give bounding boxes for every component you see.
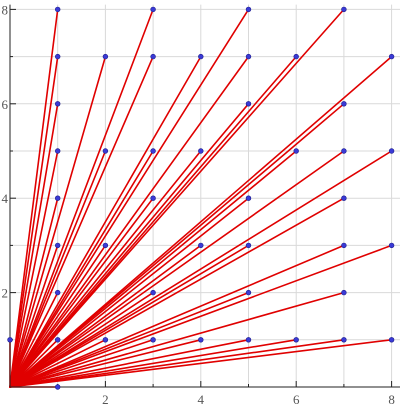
data-point-35 — [341, 289, 347, 296]
ray-line-9 — [9, 8, 59, 388]
data-point-23 — [198, 53, 204, 60]
ray-line-15 — [9, 291, 154, 388]
data-point-9 — [54, 6, 61, 13]
ray-line-16 — [9, 197, 154, 388]
ray-line-27 — [9, 197, 250, 388]
data-point-40 — [341, 6, 347, 13]
data-point-36 — [341, 242, 347, 249]
axes — [9, 4, 400, 388]
ray-line-3 — [9, 291, 59, 388]
ray-line-38 — [9, 150, 345, 388]
ray-line-8 — [9, 55, 59, 388]
data-point-12 — [102, 148, 109, 154]
y-tick-label-6: 6 — [2, 97, 9, 112]
data-point-29 — [245, 53, 252, 60]
data-point-34 — [341, 337, 347, 343]
data-point-39 — [341, 101, 347, 107]
ray-line-18 — [9, 55, 154, 388]
ray-lines — [9, 8, 393, 388]
data-point-37 — [341, 195, 347, 201]
ray-line-10 — [9, 338, 107, 388]
data-point-26 — [245, 242, 252, 249]
ray-line-32 — [9, 150, 298, 388]
data-point-8 — [54, 53, 61, 60]
ray-line-40 — [9, 8, 345, 388]
data-point-33 — [293, 53, 299, 60]
data-point-11 — [102, 242, 109, 249]
ray-line-30 — [9, 8, 250, 388]
tick-labels: 2 4 6 8 2 4 6 8 — [2, 2, 395, 407]
ray-line-35 — [9, 291, 345, 388]
ray-line-41 — [9, 338, 393, 388]
x-tick-label-6: 6 — [293, 392, 300, 407]
ray-line-21 — [9, 244, 202, 388]
data-point-0 — [7, 337, 13, 343]
data-point-20 — [198, 337, 204, 343]
ray-line-34 — [9, 338, 345, 388]
data-point-2 — [54, 337, 61, 343]
ray-line-26 — [9, 244, 250, 388]
ray-line-29 — [9, 55, 250, 388]
ray-line-28 — [9, 103, 250, 388]
data-point-44 — [388, 53, 395, 60]
ray-line-24 — [9, 338, 250, 388]
ray-line-19 — [9, 8, 154, 388]
data-point-18 — [150, 53, 156, 60]
data-points — [7, 6, 395, 390]
data-point-22 — [198, 148, 204, 154]
data-point-28 — [245, 101, 252, 107]
ray-line-5 — [9, 197, 59, 388]
ray-line-17 — [9, 150, 154, 388]
data-point-17 — [150, 148, 156, 154]
ray-line-4 — [9, 244, 59, 388]
data-point-41 — [388, 337, 395, 343]
data-point-24 — [245, 337, 252, 343]
ray-line-14 — [9, 338, 154, 388]
ray-line-44 — [9, 55, 393, 388]
data-point-31 — [293, 337, 299, 343]
data-point-10 — [102, 337, 109, 343]
ray-line-7 — [9, 103, 59, 388]
y-tick-label-2: 2 — [2, 286, 9, 301]
ray-line-13 — [9, 55, 107, 388]
y-tick-label-4: 4 — [2, 191, 9, 206]
y-tick-label-8: 8 — [2, 2, 9, 17]
ray-line-43 — [9, 150, 393, 388]
ray-line-20 — [9, 338, 202, 388]
data-point-6 — [54, 148, 61, 154]
ray-line-36 — [9, 244, 345, 388]
ray-line-6 — [9, 150, 59, 388]
x-tick-label-4: 4 — [198, 392, 205, 407]
x-tick-label-8: 8 — [388, 392, 395, 407]
data-point-38 — [341, 148, 347, 154]
ray-line-12 — [9, 150, 107, 388]
ray-line-25 — [9, 291, 250, 388]
grid-lines — [10, 4, 400, 387]
data-point-21 — [198, 242, 204, 249]
data-point-1 — [54, 384, 61, 390]
data-point-43 — [388, 148, 395, 154]
ray-line-37 — [9, 197, 345, 388]
data-point-15 — [150, 289, 156, 296]
data-point-42 — [388, 242, 395, 249]
data-point-14 — [150, 337, 156, 343]
data-point-13 — [102, 53, 109, 60]
ray-line-42 — [9, 244, 393, 388]
data-point-5 — [54, 195, 61, 201]
data-point-25 — [245, 289, 252, 296]
ray-line-31 — [9, 338, 298, 388]
data-point-16 — [150, 195, 156, 201]
data-point-7 — [54, 101, 61, 107]
data-point-27 — [245, 195, 252, 201]
data-point-3 — [54, 289, 61, 296]
data-point-4 — [54, 242, 61, 249]
data-point-19 — [150, 6, 156, 13]
ray-line-22 — [9, 150, 202, 388]
data-point-32 — [293, 148, 299, 154]
ray-line-11 — [9, 244, 107, 388]
data-point-30 — [245, 6, 252, 13]
ray-line-23 — [9, 55, 202, 388]
x-tick-label-2: 2 — [102, 392, 109, 407]
